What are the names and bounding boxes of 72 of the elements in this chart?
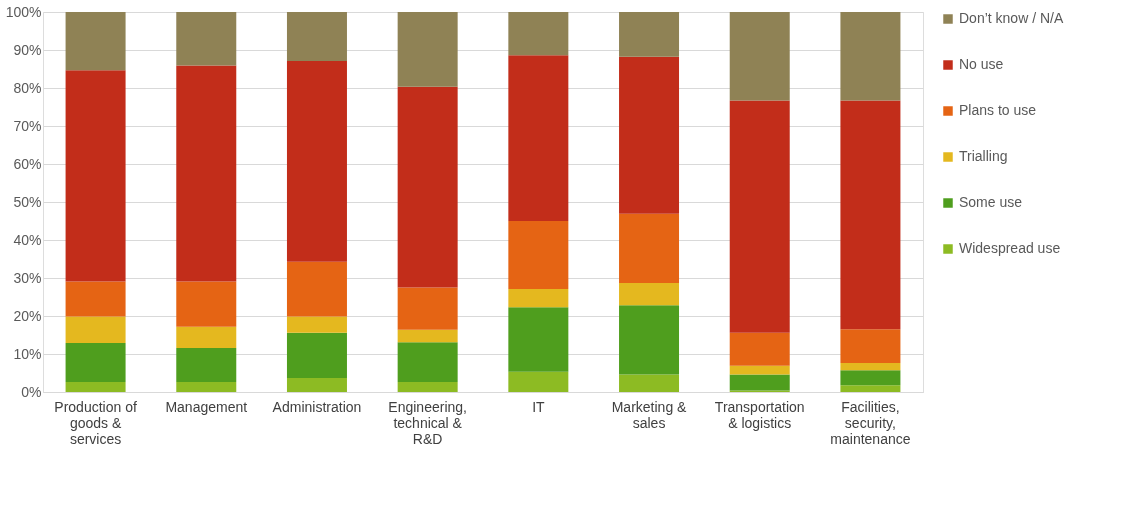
bar bbox=[65, 316, 126, 343]
bar bbox=[508, 289, 569, 308]
bar bbox=[729, 365, 790, 375]
x-tick-label: Administration bbox=[272, 398, 362, 415]
bar bbox=[176, 326, 237, 348]
y-tick-label: 20% bbox=[13, 307, 42, 324]
bar bbox=[508, 307, 569, 372]
bar bbox=[65, 12, 126, 71]
bar bbox=[619, 213, 680, 283]
bar bbox=[176, 281, 237, 327]
bar bbox=[840, 370, 901, 386]
bar bbox=[286, 377, 347, 392]
bar bbox=[397, 287, 458, 330]
bar bbox=[729, 332, 790, 366]
bar bbox=[729, 100, 790, 333]
y-tick-label: 90% bbox=[13, 41, 42, 58]
bar bbox=[619, 305, 680, 375]
bar bbox=[397, 382, 458, 392]
bar bbox=[65, 281, 126, 317]
x-tick-label: Engineering, technical & R&D bbox=[388, 398, 467, 447]
x-tick-label: IT bbox=[532, 398, 546, 415]
bar bbox=[840, 363, 901, 371]
y-tick-label: 40% bbox=[13, 231, 42, 248]
x-tick-label: Management bbox=[165, 398, 248, 415]
bar bbox=[176, 347, 237, 383]
y-tick-label: 30% bbox=[13, 269, 42, 286]
bar bbox=[397, 12, 458, 87]
x-tick-label: Production of goods & services bbox=[54, 398, 137, 447]
bar bbox=[729, 12, 790, 101]
bar bbox=[508, 371, 569, 392]
y-tick-label: 50% bbox=[13, 193, 42, 210]
legend-label: Don’t know / N/A bbox=[959, 10, 1064, 26]
bar bbox=[729, 374, 790, 391]
legend-label: Plans to use bbox=[959, 102, 1037, 118]
bar bbox=[508, 221, 569, 290]
bar bbox=[619, 56, 680, 214]
y-tick-label: 100% bbox=[5, 3, 42, 20]
y-tick-label: 70% bbox=[13, 117, 42, 134]
y-tick-label: 80% bbox=[13, 79, 42, 96]
bar bbox=[176, 382, 237, 392]
bar bbox=[176, 65, 237, 282]
bar bbox=[286, 316, 347, 333]
bar bbox=[397, 329, 458, 343]
bar bbox=[840, 100, 901, 330]
bar bbox=[286, 12, 347, 62]
legend-label: Trialling bbox=[959, 148, 1008, 164]
legend-label: Some use bbox=[959, 194, 1023, 210]
legend-label: Widespread use bbox=[959, 240, 1061, 256]
y-tick-label: 10% bbox=[13, 345, 42, 362]
x-tick-label: Facilities, security, maintenance bbox=[830, 398, 911, 447]
y-tick-label: 60% bbox=[13, 155, 42, 172]
bar bbox=[840, 329, 901, 364]
bar bbox=[65, 70, 126, 282]
bar bbox=[65, 382, 126, 392]
bar bbox=[286, 332, 347, 378]
bar bbox=[286, 61, 347, 262]
bar bbox=[840, 385, 901, 392]
bar bbox=[65, 342, 126, 383]
bar bbox=[619, 282, 680, 306]
x-tick-label: Transportation & logistics bbox=[714, 398, 805, 431]
x-tick-label: Marketing & sales bbox=[611, 398, 688, 431]
bar bbox=[508, 12, 569, 56]
bar bbox=[176, 12, 237, 66]
bar bbox=[286, 261, 347, 317]
bar bbox=[840, 12, 901, 101]
bar bbox=[619, 12, 680, 57]
bar bbox=[397, 342, 458, 383]
bar bbox=[508, 55, 569, 221]
bar bbox=[619, 374, 680, 392]
legend-label: No use bbox=[959, 56, 1004, 72]
y-tick-label: 0% bbox=[21, 383, 42, 400]
bar bbox=[397, 86, 458, 288]
